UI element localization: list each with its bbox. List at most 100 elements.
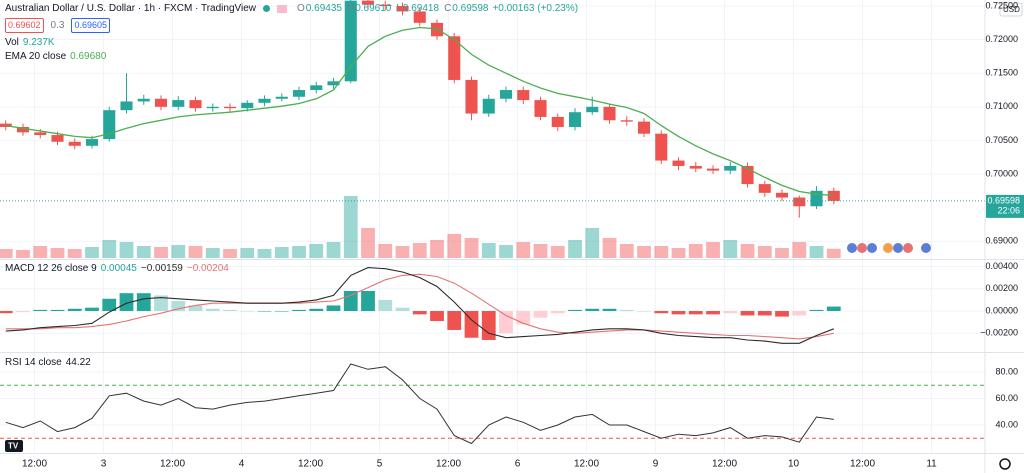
volume-bar [775,248,789,258]
y-tick-label: 0.00000 [985,305,1018,315]
y-tick-label: 0.00400 [985,261,1018,271]
sell-button[interactable]: 0.69602 [5,18,44,33]
candle-body [68,141,81,146]
candle-body [465,79,478,114]
candle-body [137,98,150,102]
y-tick-label: 0.72500 [985,0,1018,10]
volume-bar [0,249,13,258]
volume-bar [67,249,82,258]
y-tick-label: 40.00 [995,419,1018,429]
candle-body [534,100,547,117]
volume-bar [516,242,531,258]
volume-bar [292,246,306,258]
rsi-title: RSI 14 close [5,357,62,368]
x-tick-label: 12:00 [298,459,323,470]
macd-histogram-bar [119,293,134,312]
x-tick-label: 12:00 [22,459,47,470]
legend-main: Australian Dollar / U.S. Dollar · 1h · F… [5,3,578,14]
volume-bar [361,228,375,258]
candle-body [775,192,789,198]
macd-histogram-bar [464,311,479,338]
candle-body [655,133,668,161]
volume-bar [757,246,772,258]
candle-body [172,100,185,107]
change: +0.00163 (+0.23%) [492,3,579,14]
macd-histogram-bar [274,311,289,312]
volume-bar [102,240,117,258]
macd-legend: MACD 12 26 close 9 0.00045 −0.00159 −0.0… [5,263,229,274]
macd-histogram-bar [637,311,651,312]
y-tick-label: 80.00 [995,366,1018,376]
signal-value: −0.00204 [186,263,229,274]
volume-bar [326,242,341,258]
candle-body [620,120,633,122]
volume-bar [740,244,755,258]
macd-histogram-bar [205,308,220,312]
candle-body [586,106,599,113]
x-tick-label: 4 [239,459,245,470]
volume-legend: Vol 9.237K [5,37,55,48]
macd-histogram-bar [516,311,531,325]
macd-histogram-bar [706,311,720,315]
volume-bar [602,238,617,258]
macd-histogram-bar [619,309,634,312]
volume-bar [412,243,427,258]
macd-hist-value: 0.00045 [100,263,137,274]
volume-bar [826,248,841,258]
ohlc-label: C [444,3,452,14]
volume-bar [792,242,807,258]
macd-histogram-bar [326,305,341,312]
candle-body [189,100,202,109]
macd-histogram-bar [257,311,272,312]
volume-bar [85,247,99,258]
candle-body [206,106,219,109]
macd-histogram-bar [343,290,358,312]
macd-histogram-bar [792,311,807,316]
x-tick-label: 12:00 [436,459,461,470]
volume-title: Vol [5,37,19,48]
candle-body [120,101,133,111]
candle-body [603,106,616,121]
x-tick-label: 3 [101,459,107,470]
candle-body [310,85,323,91]
candle-body [499,90,513,99]
macd-histogram-bar [85,307,99,312]
volume-bar [481,243,496,258]
candle-body [16,126,30,133]
volume-bar [723,240,738,258]
candle-body [672,160,685,166]
macd-histogram-bar [723,311,738,314]
volume-bar [240,248,255,258]
macd-histogram-bar [688,311,703,315]
volume-bar [33,246,48,258]
volume-bar [378,244,393,258]
candle-body [51,135,64,142]
volume-bar [188,246,203,258]
macd-histogram-bar [16,311,30,313]
macd-histogram-bar [50,309,65,312]
volume-bar [447,234,462,258]
buy-button[interactable]: 0.69605 [71,18,110,33]
spread: 0.3 [50,20,65,31]
candle-body [724,165,737,171]
ema-title: EMA 20 close [5,51,67,62]
candle-body [258,98,271,103]
candle-body [154,98,168,107]
ohlc-value: 0.69610 [355,3,392,14]
ohlc-label: O [297,3,305,14]
settings-icon[interactable] [999,458,1011,470]
volume-bar [550,246,565,258]
macd-histogram-bar [154,295,168,312]
y-tick-label: 0.70500 [985,135,1018,145]
currency-button[interactable] [999,2,1023,17]
y-tick-label: 0.69000 [985,236,1018,246]
ohlc-label: L [396,3,402,14]
volume-bar [119,242,134,258]
volume-bar [671,248,686,258]
price-axis-bg [985,0,1024,473]
candle-body [85,139,99,146]
macd-histogram-bar [430,311,444,322]
macd-histogram-bar [740,311,755,316]
svg-text:TV: TV [8,442,19,451]
